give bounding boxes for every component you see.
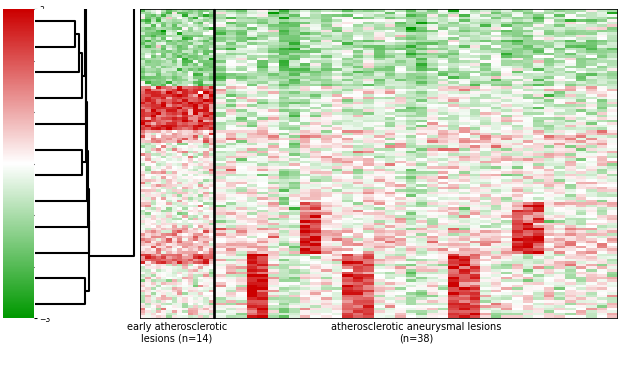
X-axis label: early atherosclerotic
lesions (n=14): early atherosclerotic lesions (n=14)	[126, 322, 227, 344]
X-axis label: atherosclerotic aneurysmal lesions
(n=38): atherosclerotic aneurysmal lesions (n=38…	[330, 322, 501, 344]
